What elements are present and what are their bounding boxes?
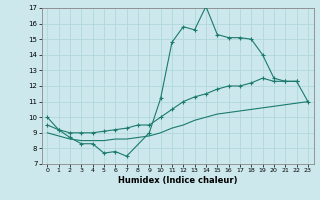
X-axis label: Humidex (Indice chaleur): Humidex (Indice chaleur) [118, 176, 237, 185]
